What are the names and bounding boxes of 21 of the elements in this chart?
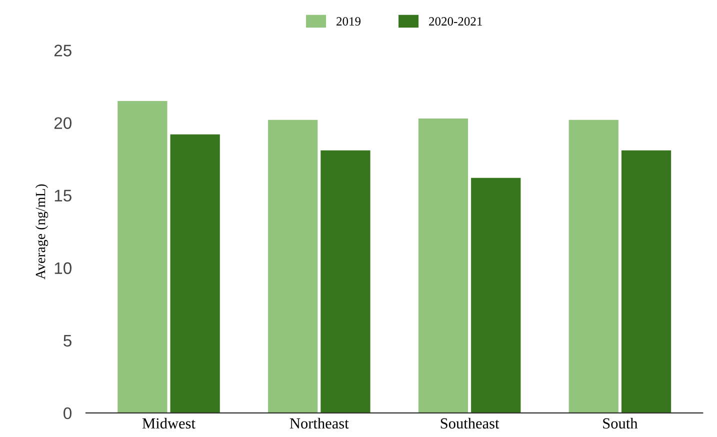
y-tick-label: 15 <box>54 190 72 202</box>
y-tick-label: 25 <box>54 44 72 56</box>
bar <box>320 150 370 413</box>
y-axis-title: Average (ng/mL) <box>35 184 48 280</box>
x-tick-label: Midwest <box>142 418 196 429</box>
x-tick-label: South <box>603 418 638 429</box>
x-tick-label: Northeast <box>290 418 349 429</box>
bar <box>118 101 168 413</box>
legend-label: 2020-2021 <box>429 17 482 26</box>
y-tick-label: 20 <box>54 117 72 129</box>
bar <box>418 118 468 413</box>
y-tick-label: 5 <box>64 334 72 347</box>
y-tick-label: 0 <box>64 407 72 420</box>
bar <box>621 150 672 413</box>
y-tick-label: 10 <box>54 262 72 274</box>
bar <box>471 178 521 413</box>
bar <box>568 120 618 413</box>
legend-label: 2019 <box>336 17 361 26</box>
bar <box>170 134 220 413</box>
x-tick-label: Southeast <box>440 418 500 429</box>
bar <box>268 120 318 413</box>
